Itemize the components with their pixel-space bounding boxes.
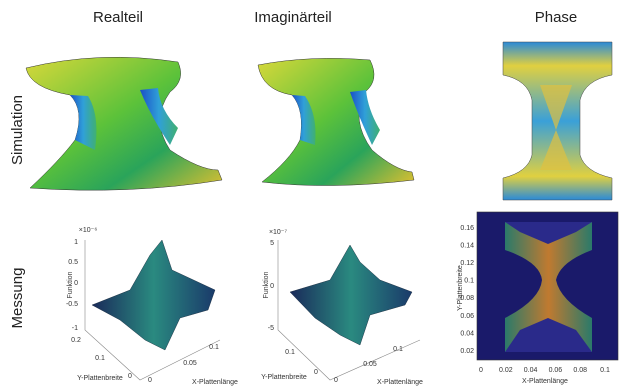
y-tick-label: 0.06: [460, 313, 474, 320]
y-tick-label: 0.1: [464, 278, 474, 285]
x-tick-label: 0: [479, 367, 483, 374]
z-label: Funktion: [263, 271, 270, 298]
plot-measure-real: [85, 240, 220, 380]
z-label: Funktion: [67, 271, 74, 298]
y-label: Y-Plattenbreite: [77, 375, 123, 382]
x-tick-label: 0.1: [600, 367, 610, 374]
z-tick-label: -5: [268, 325, 274, 332]
z-tick-label: -0.5: [66, 301, 78, 308]
y-label: Y-Plattenbreite: [457, 265, 464, 311]
surface-imaginaerteil: [258, 58, 414, 185]
z-tick-label: 0: [74, 280, 78, 287]
z-tick-label: 0.5: [68, 259, 78, 266]
x-label: X-Plattenlänge: [192, 379, 238, 386]
x-tick-label: 0.05: [183, 360, 197, 367]
surface-realteil: [26, 57, 222, 190]
y-tick-label: 0.04: [460, 330, 474, 337]
plot-measure-phase: [477, 212, 618, 360]
x-tick-label: 0.1: [393, 346, 403, 353]
row-label: Messung: [9, 268, 26, 329]
y-tick-label: 0.1: [285, 349, 295, 356]
column-title: Realteil: [93, 9, 143, 26]
exponent: ×10⁻⁶: [79, 227, 98, 234]
column-title: Imaginärteil: [254, 9, 332, 26]
z-tick-label: 0: [270, 283, 274, 290]
plot-measure-imag: [278, 240, 420, 380]
x-tick-label: 0.05: [363, 361, 377, 368]
y-tick-label: 0.1: [95, 355, 105, 362]
y-label: Y-Plattenbreite: [261, 374, 307, 381]
y-tick-label: 0.02: [460, 348, 474, 355]
phase-map: [503, 42, 612, 200]
x-tick-label: 0.08: [573, 367, 587, 374]
x-tick-label: 0.1: [209, 344, 219, 351]
y-tick-label: 0: [314, 369, 318, 376]
z-tick-label: -1: [72, 325, 78, 332]
y-tick-label: 0.2: [71, 337, 81, 344]
x-tick-label: 0.06: [549, 367, 563, 374]
exponent: ×10⁻⁷: [269, 229, 288, 236]
column-title: Phase: [535, 9, 578, 26]
z-tick-label: 5: [270, 240, 274, 247]
x-tick-label: 0: [148, 377, 152, 384]
y-tick-label: 0.16: [460, 225, 474, 232]
row-label: Simulation: [9, 95, 26, 165]
y-tick-label: 0: [128, 373, 132, 380]
x-tick-label: 0.04: [524, 367, 538, 374]
x-label: X-Plattenlänge: [377, 379, 423, 386]
z-tick-label: 1: [74, 239, 78, 246]
y-tick-label: 0.14: [460, 242, 474, 249]
figure: Realteil Imaginärteil Phase Simulation M…: [0, 0, 632, 387]
x-tick-label: 0.02: [499, 367, 513, 374]
x-label: X-Plattenlänge: [522, 378, 568, 385]
x-tick-label: 0: [334, 377, 338, 384]
